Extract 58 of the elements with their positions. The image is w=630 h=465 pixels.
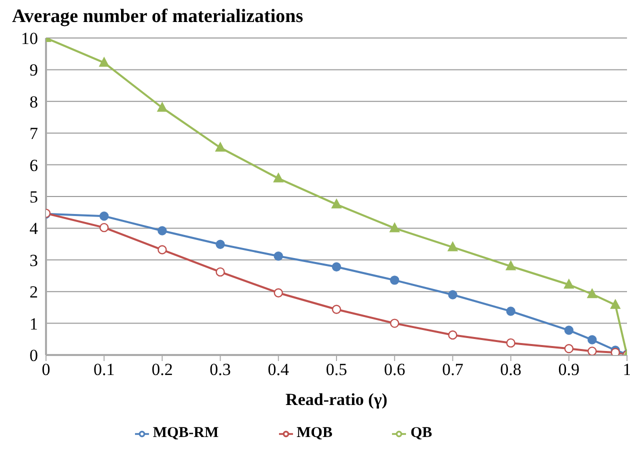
point bbox=[564, 279, 574, 289]
legend-label: MQB bbox=[296, 425, 332, 441]
x-tick-label: 1 bbox=[622, 360, 630, 380]
x-tick-label: 0.6 bbox=[384, 360, 406, 380]
point bbox=[273, 172, 284, 182]
point bbox=[274, 288, 283, 298]
x-tick-label: 0.9 bbox=[558, 360, 580, 380]
y-tick-label: 2 bbox=[30, 282, 38, 302]
point bbox=[588, 335, 597, 344]
x-tick-label: 0.2 bbox=[152, 360, 173, 380]
point bbox=[448, 290, 458, 300]
y-tick-label: 10 bbox=[21, 29, 38, 48]
point bbox=[332, 198, 342, 208]
legend-label: QB bbox=[410, 425, 432, 441]
y-tick-label: 3 bbox=[30, 250, 38, 270]
x-tick-label: 0.7 bbox=[442, 360, 464, 380]
y-tick-label: 0 bbox=[30, 346, 38, 366]
point bbox=[216, 240, 225, 249]
y-tick-label: 8 bbox=[30, 92, 38, 112]
point bbox=[216, 267, 225, 277]
y-tick-label: 5 bbox=[30, 188, 38, 207]
point bbox=[564, 344, 574, 354]
y-tick-label: 4 bbox=[30, 219, 38, 238]
point bbox=[564, 326, 574, 335]
y-tick-label: 6 bbox=[30, 156, 38, 175]
point bbox=[587, 288, 598, 298]
point bbox=[100, 222, 109, 232]
point bbox=[215, 142, 226, 152]
point bbox=[506, 260, 516, 270]
point bbox=[99, 57, 110, 67]
point bbox=[448, 242, 458, 252]
x-tick-label: 0 bbox=[42, 360, 50, 380]
point bbox=[332, 262, 342, 272]
x-axis-title: Read-ratio (γ) bbox=[286, 390, 388, 409]
y-tick-label: 1 bbox=[30, 314, 38, 334]
x-tick-label: 0.5 bbox=[326, 360, 348, 380]
y-tick-label: 7 bbox=[30, 124, 38, 144]
point bbox=[157, 102, 168, 112]
x-tick-label: 0.4 bbox=[268, 360, 290, 380]
point bbox=[332, 304, 342, 314]
point bbox=[588, 346, 597, 355]
point bbox=[448, 330, 458, 340]
point bbox=[390, 222, 400, 232]
y-axis-title: Average number of materializations bbox=[12, 6, 304, 28]
legend-label: MQB-RM bbox=[152, 425, 219, 441]
point bbox=[158, 226, 167, 236]
y-tick-label: 9 bbox=[30, 60, 38, 80]
x-tick-label: 0.1 bbox=[93, 360, 115, 380]
point bbox=[610, 299, 620, 309]
point bbox=[158, 245, 167, 254]
point bbox=[390, 318, 400, 328]
point bbox=[390, 276, 400, 285]
point bbox=[506, 338, 516, 348]
point bbox=[274, 251, 283, 261]
point bbox=[506, 306, 516, 316]
x-tick-label: 0.3 bbox=[210, 360, 231, 380]
point bbox=[100, 212, 109, 221]
x-tick-label: 0.8 bbox=[500, 360, 522, 380]
